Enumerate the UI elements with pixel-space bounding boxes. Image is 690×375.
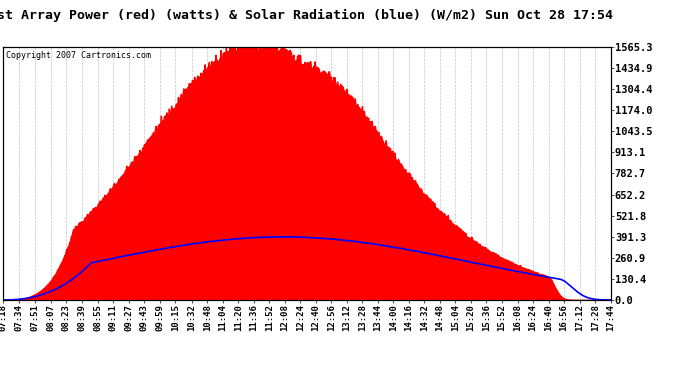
Text: East Array Power (red) (watts) & Solar Radiation (blue) (W/m2) Sun Oct 28 17:54: East Array Power (red) (watts) & Solar R… <box>0 9 613 22</box>
Text: Copyright 2007 Cartronics.com: Copyright 2007 Cartronics.com <box>6 51 152 60</box>
